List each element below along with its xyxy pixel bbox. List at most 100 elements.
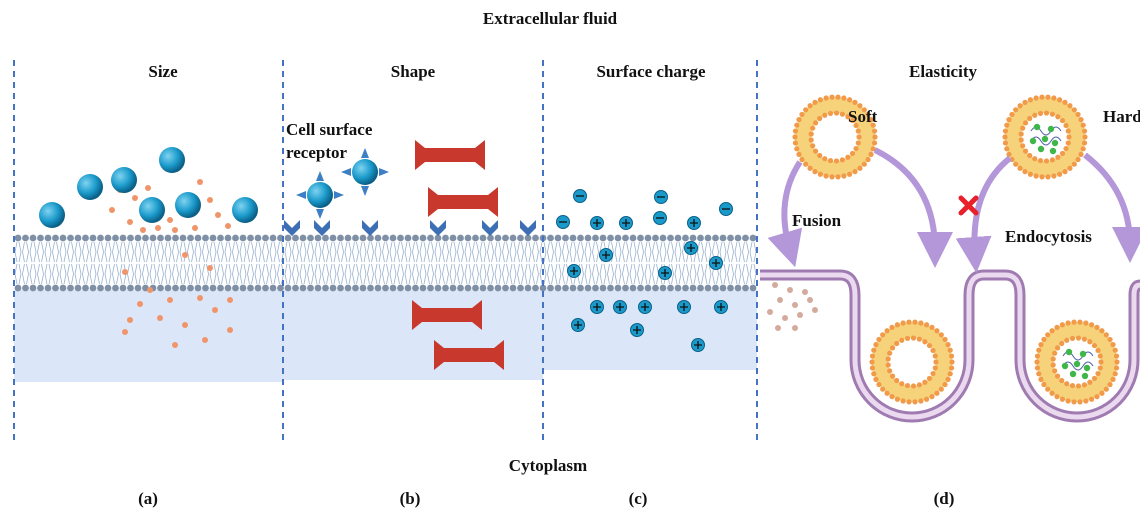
vesicle-head <box>1082 134 1087 139</box>
vesicle-head <box>1052 351 1057 356</box>
vesicle-head <box>1110 377 1115 382</box>
vesicle-head <box>793 128 798 133</box>
released-content <box>782 315 788 321</box>
vesicle-head <box>1038 377 1043 382</box>
lipid-head <box>337 285 344 292</box>
vesicle-head <box>1095 371 1100 376</box>
vesicle-head <box>918 398 923 403</box>
lipid-tail <box>345 242 351 284</box>
lipid-head <box>382 235 389 242</box>
lipid-head <box>645 285 652 292</box>
vesicle-head <box>1033 173 1038 178</box>
lipid-tail <box>30 242 36 284</box>
lipid-head <box>382 285 389 292</box>
lipid-tail <box>405 242 411 284</box>
annotation: Hard <box>1103 107 1140 126</box>
lipid-head <box>412 285 419 292</box>
lipid-head <box>292 285 299 292</box>
particle <box>352 159 378 185</box>
vesicle-head <box>927 343 932 348</box>
vesicle-head <box>1041 382 1046 387</box>
cargo <box>1070 371 1076 377</box>
vesicle-head <box>1070 383 1075 388</box>
lipid-tail <box>533 242 539 284</box>
lipid-tail <box>585 242 591 284</box>
figure: Extracellular fluid Cytoplasm Size Shape… <box>0 0 1140 514</box>
lipid-head <box>697 235 704 242</box>
vesicle-head <box>829 95 834 100</box>
receptor <box>362 220 378 236</box>
cargo <box>1084 365 1090 371</box>
vesicle-head <box>1075 157 1080 162</box>
lipid-tail <box>458 242 464 284</box>
lipid-head <box>172 235 179 242</box>
vesicle-head <box>828 158 833 163</box>
lipid-head <box>187 285 194 292</box>
vesicle-head <box>942 337 947 342</box>
vesicle-head <box>1055 345 1060 350</box>
vesicle-head <box>807 103 812 108</box>
lipid-head <box>112 235 119 242</box>
vesicle-head <box>1013 162 1018 167</box>
vesicle-head <box>1028 172 1033 177</box>
lipid-tail <box>728 242 734 284</box>
vesicle-head <box>1081 123 1086 128</box>
lipid-tail <box>45 242 51 284</box>
lipid-head <box>622 285 629 292</box>
vesicle-head <box>1036 371 1041 376</box>
vesicle-head <box>1022 100 1027 105</box>
lipid-head <box>555 235 562 242</box>
vesicle-head <box>1006 152 1011 157</box>
vesicle-head <box>872 134 877 139</box>
lipid-head <box>502 235 509 242</box>
vesicle-head <box>1055 114 1060 119</box>
lipid-tail <box>750 242 756 284</box>
lipid-head <box>232 235 239 242</box>
lipid-head <box>600 235 607 242</box>
lipid-head <box>607 235 614 242</box>
lipid-head <box>367 235 374 242</box>
lipid-head <box>142 235 149 242</box>
lipid-head <box>735 235 742 242</box>
cargo <box>1034 124 1040 130</box>
rod-particle <box>415 140 485 170</box>
lipid-head <box>315 285 322 292</box>
lipid-tail <box>473 242 479 284</box>
lipid-head <box>367 285 374 292</box>
vesicle-head <box>1092 343 1097 348</box>
small-particle <box>122 329 128 335</box>
vesicle-head <box>794 123 799 128</box>
lipid-head <box>75 235 82 242</box>
lipid-head <box>240 235 247 242</box>
lipid-head <box>15 235 22 242</box>
cargo <box>1082 373 1088 379</box>
vesicle-head <box>1049 328 1054 333</box>
lipid-head <box>570 235 577 242</box>
lipid-head <box>502 285 509 292</box>
lipid-head <box>427 285 434 292</box>
vesicle-head <box>840 112 845 117</box>
vesicle-head <box>917 382 922 387</box>
panel-title: Elasticity <box>909 62 977 81</box>
vesicle-head <box>1023 149 1028 154</box>
vesicle-head <box>1077 320 1082 325</box>
vesicle-head <box>1072 162 1077 167</box>
lipid-tail <box>150 242 156 284</box>
vesicle-head <box>1032 156 1037 161</box>
panel-label: (a) <box>138 489 158 508</box>
lipid-head <box>195 235 202 242</box>
lipid-tail <box>158 242 164 284</box>
lipid-head <box>487 235 494 242</box>
lipid-tail <box>210 242 216 284</box>
vesicle-head <box>906 320 911 325</box>
vesicle-head <box>810 143 815 148</box>
small-particle <box>197 179 203 185</box>
vesicle-head <box>1089 397 1094 402</box>
vesicle-head <box>929 394 934 399</box>
vesicle-head <box>1020 126 1025 131</box>
vesicle-head <box>939 332 944 337</box>
vesicle-head <box>1051 173 1056 178</box>
vesicle-head <box>812 169 817 174</box>
vesicle-head <box>1045 387 1050 392</box>
vesicle-head <box>1098 353 1103 358</box>
